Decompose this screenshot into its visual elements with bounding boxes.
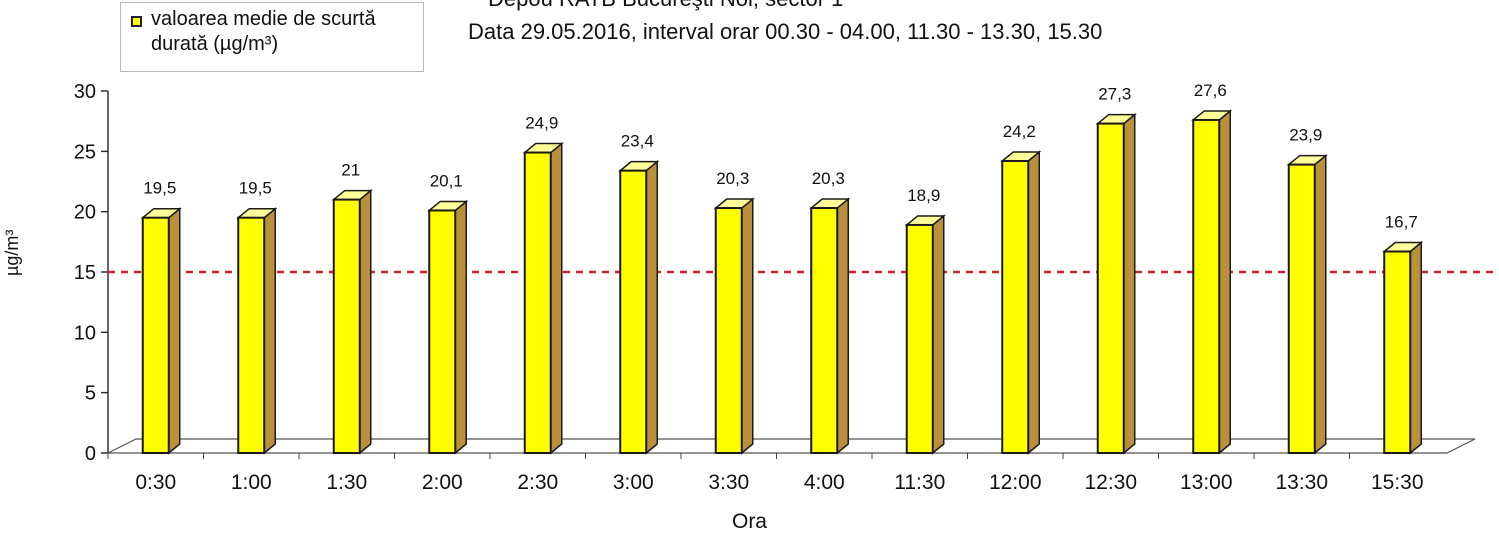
bar-side	[1123, 112, 1136, 455]
bar-side	[836, 197, 849, 455]
x-tick-label: 4:00	[804, 471, 845, 494]
chart-legend: valoarea medie de scurtă durată (µg/m³)	[120, 2, 424, 72]
bar	[522, 141, 564, 455]
data-label: 19,5	[143, 179, 176, 198]
data-label: 18,9	[907, 186, 940, 205]
bar	[1000, 150, 1042, 455]
bar-front	[1192, 118, 1221, 455]
bar	[331, 189, 373, 455]
x-tick-label: 13:00	[1180, 471, 1233, 494]
bar-side	[1409, 240, 1422, 455]
x-tick-label: 12:30	[1084, 471, 1137, 494]
x-axis-label: Ora	[731, 510, 767, 533]
bar-side	[932, 214, 945, 455]
bar-side	[168, 207, 181, 455]
bar	[1095, 112, 1137, 455]
bar-front	[714, 207, 743, 454]
bar-series	[140, 109, 1424, 455]
data-label: 27,6	[1194, 81, 1227, 100]
bar	[427, 199, 469, 455]
y-tick-label: 10	[74, 322, 96, 344]
x-tick-label: 1:30	[326, 471, 367, 494]
bar-side	[1218, 109, 1231, 455]
x-tick-label: 12:00	[989, 471, 1042, 494]
data-label: 21	[341, 161, 360, 180]
chart-title-line-1: Depou RATB Bucureşti Noi, sector 1	[488, 0, 843, 12]
bar-front	[810, 207, 839, 454]
bar-front	[619, 169, 648, 454]
data-label: 20,3	[716, 169, 749, 188]
x-tick-label: 13:30	[1275, 471, 1328, 494]
bar-front	[428, 209, 457, 454]
bar	[809, 197, 851, 455]
y-tick-label: 20	[74, 202, 96, 224]
bar	[904, 214, 946, 455]
bar-side	[454, 199, 467, 455]
legend-swatch	[131, 16, 142, 27]
y-tick-label: 25	[74, 141, 96, 163]
data-label: 20,3	[812, 169, 845, 188]
chart-title-line-2: Data 29.05.2016, interval orar 00.30 - 0…	[468, 19, 1103, 44]
bar-front	[523, 151, 552, 454]
data-label: 20,1	[430, 171, 463, 190]
x-tick-label: 2:00	[422, 471, 463, 494]
data-label: 23,4	[621, 132, 654, 151]
bar	[1382, 240, 1424, 455]
bar	[1286, 154, 1328, 455]
y-tick-label: 30	[74, 81, 96, 103]
bar-front	[141, 216, 170, 454]
chart-floor	[107, 438, 1476, 454]
x-tick-label: 15:30	[1371, 471, 1424, 494]
bar-front	[1096, 122, 1125, 455]
bar-front	[1001, 159, 1030, 454]
bar-side	[1314, 154, 1327, 455]
data-label: 27,3	[1098, 85, 1131, 104]
bar-front	[1287, 163, 1316, 455]
data-label: 24,9	[525, 114, 558, 133]
bar	[140, 207, 182, 455]
bar-side	[550, 141, 563, 455]
data-label: 19,5	[239, 179, 272, 198]
x-tick-label: 0:30	[135, 471, 176, 494]
x-tick-label: 3:30	[708, 471, 749, 494]
y-tick-label: 0	[85, 443, 96, 465]
bar-side	[645, 160, 658, 455]
bar-front	[332, 198, 361, 454]
bar-side	[741, 197, 754, 455]
bar-side	[359, 189, 372, 455]
x-tick-label: 1:00	[231, 471, 272, 494]
x-tick-label: 2:30	[517, 471, 558, 494]
x-tick-label: 11:30	[894, 471, 945, 494]
bar	[236, 207, 278, 455]
bar-side	[1027, 150, 1040, 455]
y-tick-label: 5	[85, 383, 96, 405]
bar	[1191, 109, 1233, 455]
data-labels: 19,5 19,5 21 20,1 24,9 23,4 20,3 20,3 18,9 24,2 27…	[143, 81, 1418, 232]
y-axis-label: µg/m³	[2, 229, 22, 276]
bar-front	[237, 216, 266, 454]
x-tick-label: 3:00	[613, 471, 654, 494]
data-label: 23,9	[1289, 126, 1322, 145]
y-tick-label: 15	[74, 262, 96, 284]
data-label: 24,2	[1003, 122, 1036, 141]
bar	[618, 160, 660, 455]
bar-side	[263, 207, 276, 455]
data-label: 16,7	[1385, 212, 1418, 231]
bar	[713, 197, 755, 455]
legend-label: valoarea medie de scurtă durată (µg/m³)	[151, 8, 376, 55]
chart-axes: 0 5 10 15 20 25 30 0:30 1:00 1:30 2:00 2:30 3:00 3:30…	[74, 81, 1476, 494]
bar-front	[1383, 250, 1412, 454]
bar-front	[905, 223, 934, 454]
